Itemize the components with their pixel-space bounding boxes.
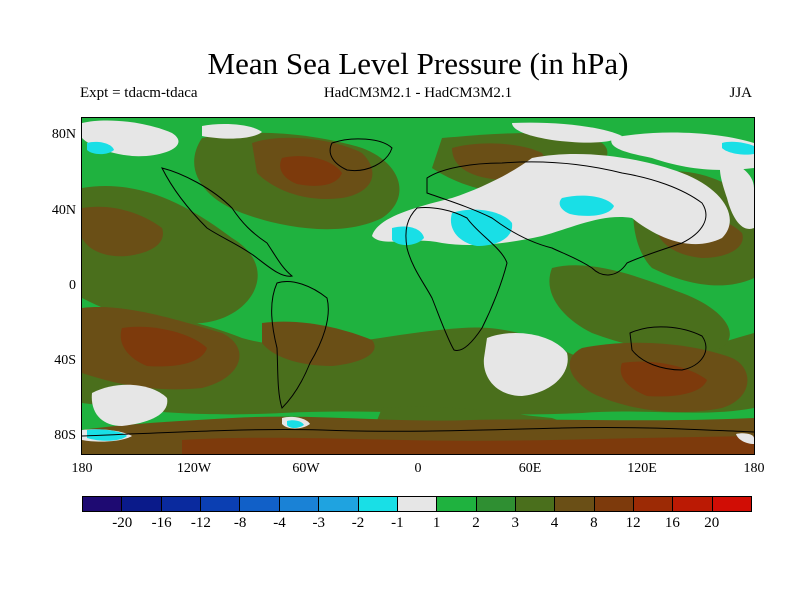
colorbar-label: 20 <box>704 515 720 531</box>
colorbar-swatch <box>555 497 595 511</box>
cyan-regions <box>87 141 754 441</box>
lon-label-180w: 180 <box>71 461 93 476</box>
colorbar-label: 4 <box>550 515 559 531</box>
colorbar-label: -4 <box>273 515 286 531</box>
colorbar-swatch <box>673 497 713 511</box>
colorbar-swatch <box>634 497 674 511</box>
colorbar-swatch <box>201 497 241 511</box>
colorbar-label: -20 <box>112 515 133 531</box>
lon-label-180e: 180 <box>743 461 765 476</box>
lat-label-80n: 80N <box>51 127 76 142</box>
lon-label-0: 0 <box>414 461 422 476</box>
colorbar-label: -1 <box>391 515 404 531</box>
colorbar <box>82 496 752 512</box>
colorbar-swatch <box>319 497 359 511</box>
colorbar-swatch <box>240 497 280 511</box>
lon-label-120w: 120W <box>176 461 212 476</box>
colorbar-swatch <box>515 497 556 511</box>
colorbar-swatch <box>437 497 477 511</box>
pressure-map <box>81 117 755 455</box>
lat-label-40n: 40N <box>51 203 76 218</box>
lon-label-60e: 60E <box>518 461 542 476</box>
colorbar-swatch <box>594 497 635 511</box>
lat-label-40s: 40S <box>54 353 76 368</box>
lon-label-60w: 60W <box>292 461 320 476</box>
colorbar-label: -16 <box>151 515 172 531</box>
colorbar-swatch <box>712 497 752 511</box>
experiment-label: Expt = tdacm-tdaca <box>80 85 198 101</box>
map-title: Mean Sea Level Pressure (in hPa) <box>207 46 629 81</box>
dark-brown-regions <box>120 156 754 454</box>
model-label: HadCM3M2.1 - HadCM3M2.1 <box>323 85 513 101</box>
colorbar-label: 8 <box>590 515 598 531</box>
lat-label-80s: 80S <box>54 428 76 443</box>
colorbar-label: 1 <box>432 515 441 531</box>
colorbar-label: -3 <box>312 515 326 531</box>
coastlines <box>82 138 754 437</box>
colorbar-swatch <box>476 497 516 511</box>
lat-label-0: 0 <box>69 278 76 293</box>
colorbar-swatch <box>161 497 202 511</box>
pressure-field <box>82 120 754 454</box>
colorbar-label: 3 <box>511 515 519 531</box>
colorbar-swatch <box>83 497 123 511</box>
colorbar-swatch <box>279 497 320 511</box>
colorbar-swatch <box>397 497 438 511</box>
colorbar-swatch <box>122 497 162 511</box>
colorbar-label: -2 <box>351 515 365 531</box>
lon-label-120e: 120E <box>627 461 657 476</box>
colorbar-label: -12 <box>190 515 211 531</box>
colorbar-label: 16 <box>664 515 680 531</box>
season-label: JJA <box>729 85 752 101</box>
colorbar-label: -8 <box>233 515 247 531</box>
colorbar-label: 2 <box>472 515 480 531</box>
colorbar-swatch <box>358 497 398 511</box>
colorbar-label: 12 <box>625 515 641 531</box>
